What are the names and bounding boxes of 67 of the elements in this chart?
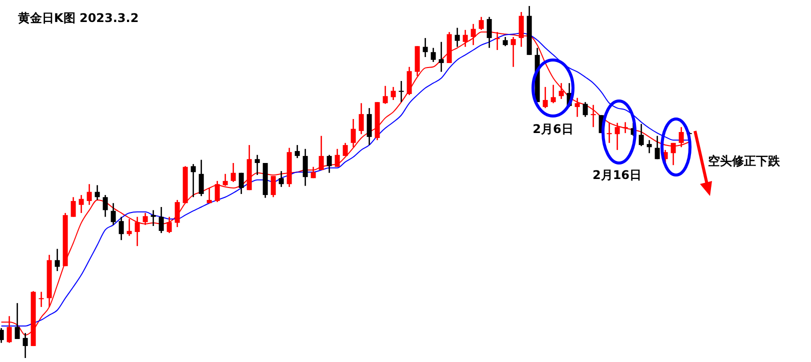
candlestick	[158, 206, 164, 234]
candlestick	[102, 194, 108, 218]
candlestick	[302, 148, 308, 187]
candlestick	[670, 142, 676, 166]
candlestick	[174, 199, 180, 228]
candlestick	[582, 101, 588, 118]
candlestick	[350, 118, 356, 148]
annotation: 2月16日	[592, 168, 642, 182]
candlestick	[150, 210, 156, 227]
candlestick	[574, 97, 580, 118]
candlestick	[86, 183, 92, 206]
candlestick	[278, 170, 284, 188]
candlestick	[166, 216, 172, 234]
candlestick	[422, 37, 428, 58]
candlestick	[14, 302, 20, 340]
candlestick	[510, 36, 516, 68]
candlestick	[38, 291, 44, 308]
candlestick	[206, 187, 212, 204]
candlestick	[366, 107, 372, 146]
candlestick	[550, 84, 556, 104]
candlestick	[238, 172, 244, 195]
candlestick	[118, 216, 124, 241]
candlestick	[358, 102, 364, 135]
candlestick	[438, 41, 444, 72]
candlestick	[606, 122, 612, 144]
candlestick	[198, 159, 204, 197]
candlestick	[0, 327, 4, 344]
candlestick	[406, 66, 412, 96]
candlestick	[54, 248, 60, 272]
candlestick	[486, 16, 492, 49]
candlestick	[294, 144, 300, 159]
candlestick	[110, 202, 116, 226]
candlestick	[126, 218, 132, 237]
candlestick	[230, 162, 236, 183]
candlestick	[94, 184, 100, 201]
candlestick	[382, 85, 388, 105]
candlestick	[318, 135, 324, 171]
candlestick	[430, 47, 436, 63]
candlestick	[614, 122, 620, 151]
text: 空头修正下跌	[708, 154, 781, 168]
candlestick	[334, 148, 340, 168]
candlestick	[342, 142, 348, 157]
candlestick	[454, 27, 460, 48]
candlestick	[646, 139, 652, 154]
candlestick	[254, 154, 260, 176]
candlestick	[22, 332, 28, 359]
candlestick	[542, 86, 548, 109]
candlestick	[590, 104, 596, 128]
candlestick	[78, 194, 84, 214]
candlestick	[654, 135, 660, 160]
candlestick	[70, 196, 76, 218]
candlestick	[190, 163, 196, 198]
candlestick	[222, 173, 228, 187]
candlestick	[142, 212, 148, 226]
candlestick	[502, 36, 508, 47]
candlestick	[270, 175, 276, 198]
candlestick	[214, 180, 220, 203]
candlestick	[622, 122, 628, 134]
candlestick	[558, 82, 564, 100]
candlestick	[638, 123, 644, 147]
candlestick	[390, 86, 396, 101]
candlestick	[678, 126, 684, 148]
annotation: 2月6日	[532, 122, 574, 136]
chart-title: 黄金日K图 2023.3.2	[17, 11, 139, 25]
candlestick	[134, 216, 140, 247]
candlestick	[326, 154, 332, 174]
candlestick	[398, 80, 404, 103]
